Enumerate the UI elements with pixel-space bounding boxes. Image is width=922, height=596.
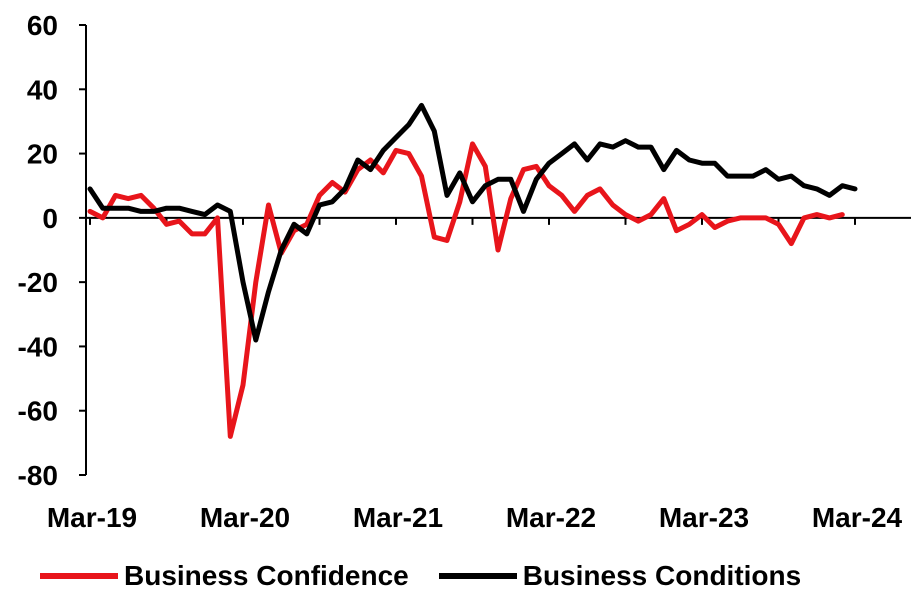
- y-tick-label: -40: [18, 331, 58, 362]
- y-tick-label: 20: [27, 139, 58, 170]
- legend-item-business-confidence: Business Confidence: [40, 560, 409, 592]
- x-tick-label: Mar-23: [659, 502, 749, 533]
- series-line-business-conditions: [87, 102, 858, 343]
- y-tick-label: -80: [18, 460, 58, 491]
- x-axis: Mar-19 Mar-20 Mar-21 Mar-22 Mar-23 Mar-24: [47, 216, 911, 533]
- y-tick-label: -60: [18, 396, 58, 427]
- x-tick-label: Mar-21: [353, 502, 443, 533]
- series-layer: [87, 102, 858, 439]
- y-tick-label: -20: [18, 267, 58, 298]
- x-tick-label: Mar-22: [506, 502, 596, 533]
- series-line-business-confidence: [87, 141, 845, 439]
- legend-label-business-confidence: Business Confidence: [124, 560, 409, 591]
- x-tick-label: Mar-20: [200, 502, 290, 533]
- legend-swatch-business-conditions: [438, 573, 517, 579]
- y-tick-label: 40: [27, 74, 58, 105]
- legend-label-business-conditions: Business Conditions: [522, 560, 802, 591]
- x-tick-label: Mar-19: [47, 502, 137, 533]
- y-tick-label: 0: [42, 203, 58, 234]
- legend-swatch-business-confidence: [40, 573, 118, 579]
- x-tick-label: Mar-24: [812, 502, 903, 533]
- y-axis: 60 40 20 0 -20 -40 -60 -80: [18, 10, 87, 491]
- y-tick-label: 60: [27, 10, 58, 41]
- legend-item-business-conditions: Business Conditions: [438, 560, 802, 592]
- legend: Business Confidence Business Conditions: [40, 558, 910, 594]
